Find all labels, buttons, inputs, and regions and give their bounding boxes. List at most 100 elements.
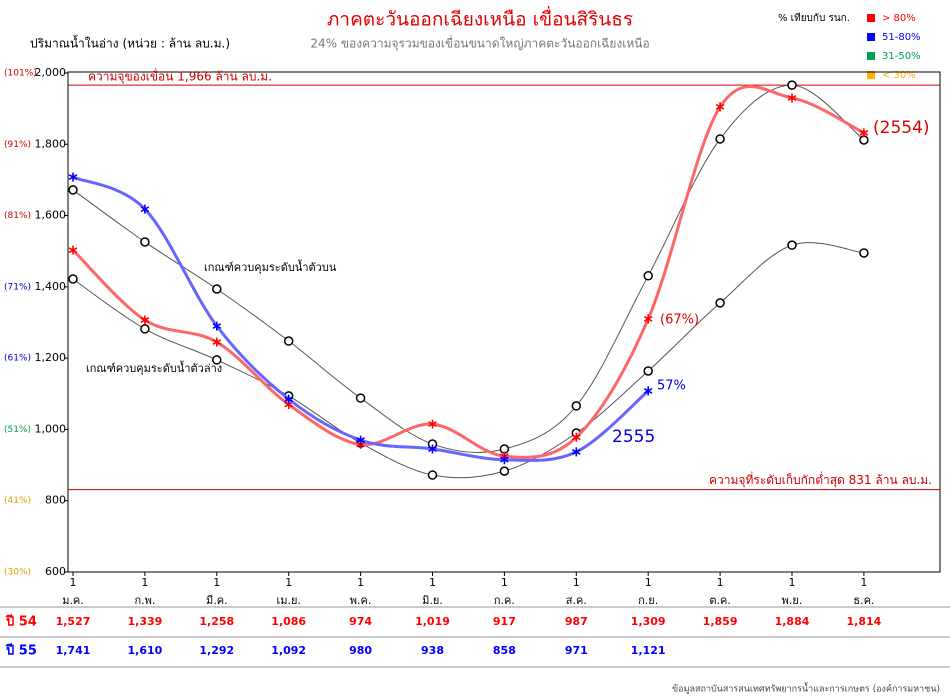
legend-swatch — [867, 71, 875, 79]
legend-swatch — [867, 52, 875, 60]
legend-label: > 80% — [882, 13, 916, 24]
row-label: ปี 55 — [5, 643, 37, 659]
series-label: เกณฑ์ควบคุมระดับน้ำตัวบน — [204, 259, 337, 274]
point — [140, 204, 150, 214]
point — [68, 185, 78, 195]
series-line — [72, 84, 865, 453]
y-tick-label: 2,000 — [35, 66, 67, 79]
point — [715, 102, 725, 112]
legend-label: 31-50% — [882, 51, 921, 62]
series-label: 2555 — [612, 427, 655, 447]
table-cell: 1,859 — [703, 615, 738, 628]
table-cell: 1,086 — [271, 615, 306, 628]
x-tick-label: ต.ค. — [709, 594, 731, 607]
point — [572, 447, 581, 457]
table-cell: 971 — [565, 644, 588, 657]
table-cell: 1,258 — [199, 615, 234, 628]
point — [787, 80, 797, 90]
point — [643, 271, 653, 281]
table-cell: 980 — [349, 644, 372, 657]
reference-label: ความจุที่ระดับเก็บกักต่ำสุด 831 ล้าน ลบ.… — [709, 471, 932, 488]
legend-swatch — [867, 14, 875, 22]
x-tick-label: มิ.ย. — [422, 594, 443, 607]
x-tick-label: มี.ค. — [206, 594, 228, 607]
x-tick-label: ก.ย. — [638, 594, 658, 607]
point — [571, 401, 582, 411]
x-tick-day: 1 — [285, 576, 292, 589]
x-tick-day: 1 — [213, 576, 220, 589]
point — [355, 393, 366, 403]
point — [787, 93, 797, 103]
y-tick-label: 1,400 — [35, 280, 67, 293]
x-tick-label: ม.ค. — [62, 594, 84, 607]
y-pct-label: (81%) — [4, 211, 31, 221]
y-tick-label: 600 — [45, 565, 66, 578]
y-pct-label: (101%) — [4, 69, 37, 79]
table-cell: 1,527 — [56, 615, 91, 628]
point — [68, 245, 78, 255]
series-label: (2554) — [873, 118, 930, 138]
x-tick-label: เม.ย. — [276, 594, 300, 607]
point — [787, 240, 797, 250]
point — [859, 128, 869, 138]
point — [500, 455, 509, 465]
point — [140, 324, 150, 334]
end-label: 57% — [657, 379, 686, 394]
legend-swatch — [867, 33, 875, 41]
table-cell: 1,092 — [271, 644, 306, 657]
point — [284, 394, 293, 404]
table-cell: 1,610 — [128, 644, 163, 657]
reference-label: ความจุของเขื่อน 1,966 ล้าน ลบ.ม. — [88, 68, 272, 85]
table-cell: 1,741 — [56, 644, 91, 657]
x-tick-label: พ.ค. — [350, 594, 372, 607]
x-tick-day: 1 — [357, 576, 364, 589]
y-axis-label: ปริมาณน้ำในอ่าง (หน่วย : ล้าน ลบ.ม.) — [30, 35, 230, 51]
x-tick-label: ธ.ค. — [853, 594, 874, 607]
y-tick-label: 1,800 — [35, 137, 67, 150]
table-cell: 987 — [565, 615, 588, 628]
table-cell: 1,019 — [415, 615, 450, 628]
point — [715, 298, 725, 308]
point — [643, 386, 653, 396]
point — [356, 435, 365, 445]
point — [428, 444, 437, 454]
x-tick-day: 1 — [501, 576, 508, 589]
point — [572, 432, 581, 442]
x-tick-day: 1 — [645, 576, 652, 589]
table-cell: 1,309 — [631, 615, 666, 628]
point — [212, 337, 222, 347]
y-pct-label: (30%) — [4, 568, 31, 578]
table-cell: 917 — [493, 615, 516, 628]
y-pct-label: (71%) — [4, 282, 31, 292]
point — [499, 466, 510, 476]
y-pct-label: (61%) — [4, 354, 31, 364]
legend-title: % เทียบกับ รนก. — [778, 12, 850, 24]
x-tick-day: 1 — [141, 576, 148, 589]
table-cell: 1,339 — [128, 615, 163, 628]
point — [140, 237, 150, 247]
source: ข้อมูลสถาบันสารสนเทศทรัพยากรน้ำและการเกษ… — [672, 682, 940, 695]
y-pct-label: (41%) — [4, 496, 31, 506]
point — [283, 336, 294, 346]
x-tick-day: 1 — [573, 576, 580, 589]
y-tick-label: 800 — [45, 494, 66, 507]
legend-label: < 30% — [882, 70, 916, 81]
point — [643, 314, 653, 324]
table-cell: 858 — [493, 644, 516, 657]
series-label: เกณฑ์ควบคุมระดับน้ำตัวล่าง — [86, 360, 222, 375]
subtitle: 24% ของความจุรวมของเขื่อนขนาดใหญ่ภาคตะวั… — [310, 35, 649, 52]
point — [427, 470, 438, 480]
point — [428, 419, 437, 429]
point — [643, 366, 653, 376]
table-cell: 1,884 — [775, 615, 810, 628]
x-tick-label: ก.พ. — [134, 594, 155, 607]
point — [212, 321, 222, 331]
x-tick-day: 1 — [429, 576, 436, 589]
legend-label: 51-80% — [882, 32, 921, 43]
series-line — [72, 175, 650, 462]
table-cell: 974 — [349, 615, 372, 628]
y-tick-label: 1,600 — [35, 209, 67, 222]
plot-frame — [67, 71, 941, 573]
x-tick-day: 1 — [70, 576, 77, 589]
